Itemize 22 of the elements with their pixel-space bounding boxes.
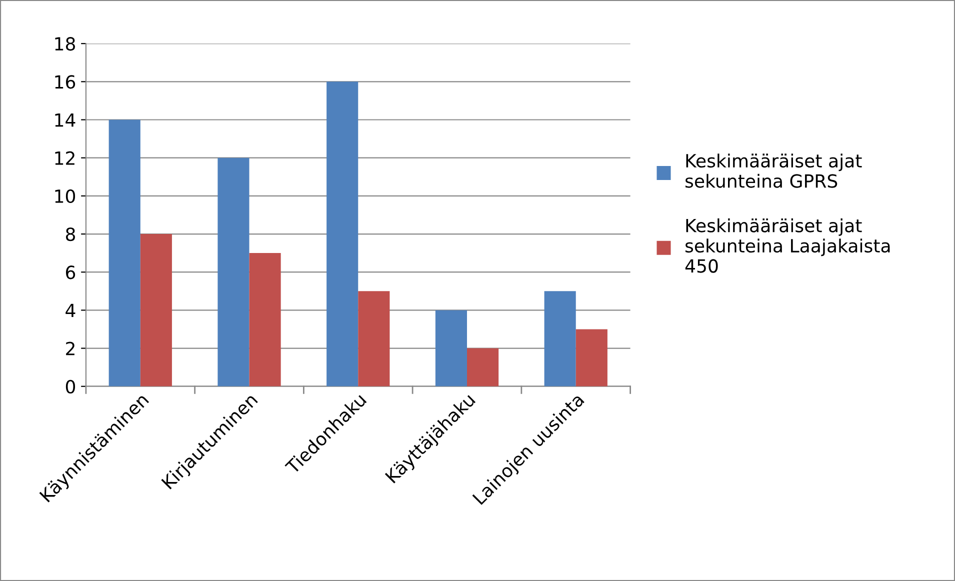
bar: [435, 310, 467, 386]
bar: [358, 291, 390, 386]
y-tick-label: 18: [55, 37, 75, 51]
y-tick-label: 16: [55, 75, 76, 89]
y-tick-label: 4: [66, 304, 76, 318]
bar: [218, 158, 250, 386]
bar: [544, 291, 576, 386]
bar: [140, 234, 172, 386]
legend-label: Keskimääräiset ajat sekunteina GPRS: [686, 154, 862, 188]
bar: [108, 120, 140, 386]
y-tick-label: 10: [55, 189, 76, 204]
y-tick-label: 2: [66, 342, 74, 356]
bar: [326, 82, 358, 386]
y-tick-label: 6: [66, 266, 76, 280]
bar: [249, 253, 281, 386]
bar: [576, 329, 608, 386]
y-tick-label: 0: [66, 380, 76, 394]
y-tick-label: 12: [55, 151, 74, 165]
y-tick-label: 8: [66, 227, 75, 242]
bar: [466, 348, 499, 386]
y-tick-label: 14: [55, 113, 76, 127]
legend-label: Keskimääräiset ajat sekunteina Laajakaista 450: [685, 218, 890, 273]
